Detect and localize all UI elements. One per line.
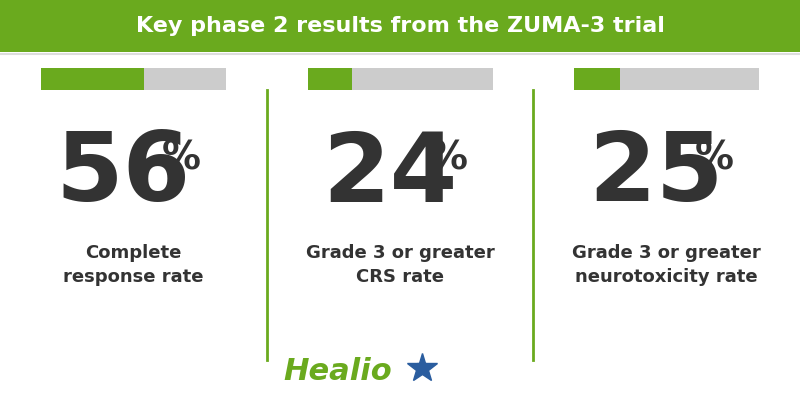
Text: Complete
response rate: Complete response rate [62, 244, 203, 286]
FancyBboxPatch shape [307, 68, 352, 90]
FancyBboxPatch shape [41, 68, 226, 90]
FancyBboxPatch shape [0, 0, 800, 52]
FancyBboxPatch shape [41, 68, 144, 90]
Text: Key phase 2 results from the ZUMA-3 trial: Key phase 2 results from the ZUMA-3 tria… [135, 16, 665, 36]
FancyBboxPatch shape [307, 68, 493, 90]
Text: %: % [162, 139, 201, 177]
Text: 56: 56 [55, 129, 190, 221]
Text: 24: 24 [322, 129, 458, 221]
FancyBboxPatch shape [574, 68, 620, 90]
Text: 25: 25 [588, 129, 724, 221]
Text: %: % [694, 139, 734, 177]
Text: Grade 3 or greater
CRS rate: Grade 3 or greater CRS rate [306, 244, 494, 286]
FancyBboxPatch shape [574, 68, 758, 90]
Text: %: % [429, 139, 467, 177]
Text: Healio: Healio [283, 357, 392, 386]
Text: Grade 3 or greater
neurotoxicity rate: Grade 3 or greater neurotoxicity rate [572, 244, 760, 286]
